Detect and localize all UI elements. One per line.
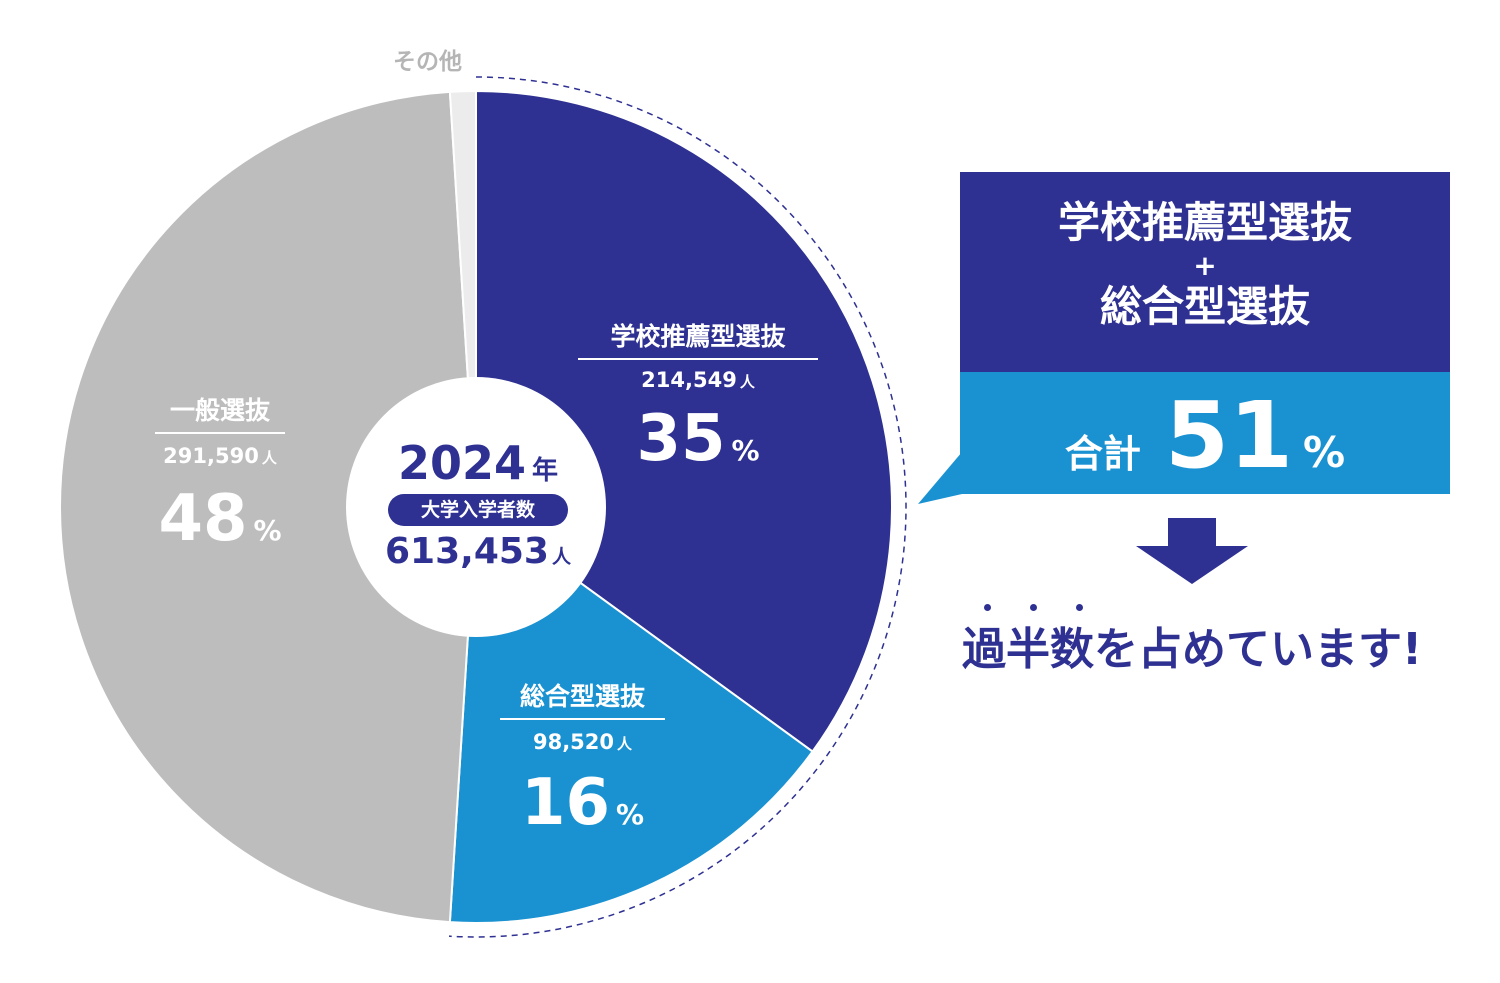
slice-label-other: その他 [393,49,462,75]
slice-label-general: 一般選抜 [169,396,270,425]
callout-plus: + [1193,249,1217,282]
label-divider [155,432,285,434]
slice-count-general: 291,590 人 [163,444,277,468]
callout-line1: 学校推薦型選抜 [1057,198,1352,247]
slice-label-group-school-recommendation: 学校推薦型選抜 214,549 人 35% [578,324,818,471]
center-year: 2024 年 [397,436,559,490]
callout-sum-value: 51 [1164,382,1293,489]
slice-label-group-comprehensive: 総合型選抜 98,520 人 16% [500,684,665,835]
pie-slice-general [59,90,478,924]
callout-sum-label: 合計 [1064,432,1141,476]
callout-sum-unit: % [1302,428,1346,477]
callout-line2: 総合型選抜 [1099,282,1310,331]
pie-slice-school-recommendation [475,89,893,753]
center-content: 2024 年 大学入学者数 613,453 人 [360,440,596,570]
emphasis-dot [984,604,991,611]
label-divider [578,358,818,360]
center-total: 613,453 人 [385,531,571,572]
callout-pointer [918,452,962,504]
slice-label-comprehensive: 総合型選抜 [519,682,645,711]
emphasis-dot [1030,604,1037,611]
conclusion-text: 過半数を占めています! [962,624,1423,675]
callout-sum: 合計 51% [960,372,1450,494]
slice-label-school-recommendation: 学校推薦型選抜 [610,322,786,351]
emphasis-dot [1076,604,1083,611]
down-arrow-icon [1136,518,1248,584]
slice-percent-school-recommendation: 35% [636,402,760,476]
slice-percent-general: 48% [158,482,282,556]
center-badge: 大学入学者数 [388,494,568,526]
slice-count-school-recommendation: 214,549 人 [641,368,755,392]
slice-count-comprehensive: 98,520 人 [532,730,633,754]
label-divider [500,718,665,720]
callout-header: 学校推薦型選抜 + 総合型選抜 [960,172,1450,372]
highlight-dashed-arc [448,76,907,938]
slice-label-group-general: 一般選抜 291,590 人 48% [155,398,285,551]
slice-percent-comprehensive: 16% [520,766,645,840]
